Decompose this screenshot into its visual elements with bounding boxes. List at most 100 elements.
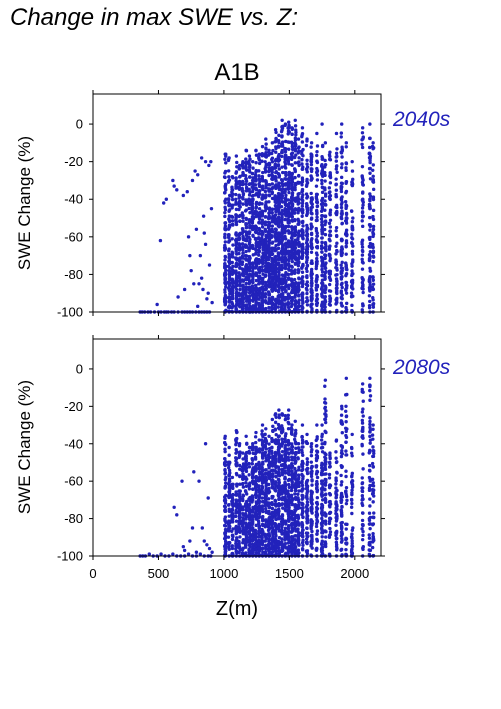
data-point <box>240 278 245 282</box>
data-point <box>283 190 287 195</box>
data-point <box>223 224 228 228</box>
data-point <box>300 198 305 203</box>
data-point <box>238 273 242 277</box>
data-point <box>276 242 281 247</box>
data-point <box>274 176 278 180</box>
data-point <box>280 286 284 291</box>
data-point <box>223 457 227 461</box>
data-point <box>230 544 235 548</box>
data-point <box>289 278 294 283</box>
data-point <box>328 299 332 303</box>
data-point <box>234 192 238 197</box>
data-point <box>196 173 200 177</box>
data-point <box>263 288 268 292</box>
data-point <box>226 503 231 507</box>
data-point <box>283 123 287 128</box>
data-point <box>193 169 197 173</box>
data-point <box>276 204 280 208</box>
data-point <box>305 303 310 307</box>
data-point <box>241 219 245 223</box>
data-point <box>244 160 248 165</box>
data-point <box>305 139 309 143</box>
data-point <box>230 507 235 512</box>
data-point <box>234 531 238 536</box>
data-point <box>371 287 375 292</box>
data-point <box>253 237 258 241</box>
data-point <box>256 519 261 523</box>
data-point <box>260 225 265 229</box>
data-point <box>206 291 210 295</box>
data-point <box>241 180 245 184</box>
data-point <box>263 251 268 256</box>
data-point <box>247 503 252 507</box>
data-point <box>273 163 277 168</box>
data-point <box>264 427 268 431</box>
data-point <box>267 527 271 531</box>
data-point <box>274 130 278 135</box>
data-point <box>223 266 227 270</box>
data-point <box>230 250 234 254</box>
data-point <box>250 458 255 462</box>
data-point <box>293 175 297 180</box>
data-point <box>256 276 261 280</box>
data-point <box>260 429 264 433</box>
data-point <box>276 440 281 445</box>
data-point <box>267 173 271 178</box>
data-point <box>176 295 180 299</box>
data-point <box>300 204 305 208</box>
data-point <box>349 241 354 245</box>
data-point <box>334 262 339 267</box>
data-point <box>300 220 304 225</box>
data-point <box>280 485 284 489</box>
data-point <box>263 539 267 543</box>
data-point <box>284 522 288 526</box>
data-point <box>230 203 234 207</box>
data-point <box>274 150 278 154</box>
data-point <box>335 211 339 215</box>
data-point <box>323 273 327 278</box>
data-point <box>327 191 332 195</box>
data-point <box>290 126 295 131</box>
data-point <box>290 145 295 149</box>
data-point <box>224 460 228 464</box>
data-point <box>250 293 254 297</box>
data-point <box>260 202 264 206</box>
data-point <box>367 294 372 298</box>
data-point <box>257 236 262 241</box>
data-point <box>283 217 287 222</box>
data-point <box>237 262 242 267</box>
data-point <box>264 244 268 248</box>
data-point <box>283 285 287 290</box>
data-point <box>368 206 372 211</box>
data-point <box>244 222 248 227</box>
data-point <box>267 263 272 268</box>
data-point <box>280 199 284 204</box>
data-point <box>260 222 264 226</box>
data-point <box>273 413 277 417</box>
data-point <box>240 468 245 472</box>
data-point <box>283 544 287 549</box>
data-point <box>274 248 278 252</box>
data-point <box>277 196 282 201</box>
data-point <box>283 187 288 191</box>
data-point <box>263 443 267 448</box>
data-point <box>345 267 349 272</box>
data-point <box>235 473 239 477</box>
data-point <box>300 255 304 259</box>
data-point <box>241 189 245 193</box>
data-point <box>283 541 288 546</box>
data-point <box>340 271 344 275</box>
data-point <box>201 214 206 218</box>
data-point <box>171 552 175 556</box>
data-point <box>250 265 255 270</box>
data-point <box>320 267 324 272</box>
data-point <box>340 211 344 216</box>
data-point <box>226 180 231 184</box>
data-point <box>300 229 304 233</box>
data-point <box>292 277 297 282</box>
data-point <box>294 133 298 137</box>
data-point <box>371 227 376 232</box>
data-point <box>323 227 327 232</box>
data-point <box>248 170 252 174</box>
